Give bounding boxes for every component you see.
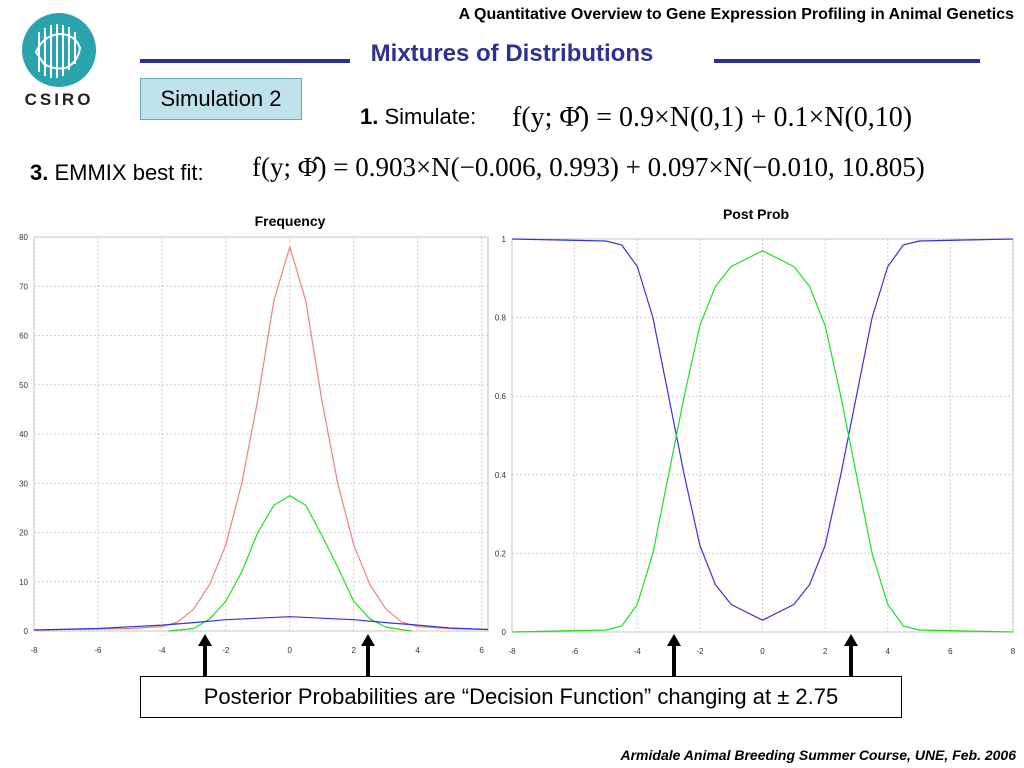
course-title: A Quantitative Overview to Gene Expressi… bbox=[458, 6, 1014, 23]
postprob-x-tick-label: -6 bbox=[571, 647, 579, 656]
posterior-probability-chart: 0 0.2 0.4 0.6 0.8 1 -8 -6 -4 -2 0 2 4 6 8 bbox=[495, 235, 1016, 656]
postprob-chart-title: Post Prob bbox=[722, 206, 790, 222]
frequency-y-tick-label: 10 bbox=[19, 578, 28, 587]
frequency-x-tick-label: -2 bbox=[222, 646, 230, 655]
decision-arrows bbox=[198, 634, 858, 676]
fit-formula: f(y; Φ̂) = 0.903×N(−0.006, 0.993) + 0.09… bbox=[252, 152, 925, 182]
logo-text: CSIRO bbox=[24, 90, 94, 109]
frequency-x-tick-label: 2 bbox=[351, 646, 356, 655]
title-rule-right bbox=[714, 59, 980, 63]
frequency-series-1-line bbox=[33, 246, 489, 631]
frequency-x-tick-label: 6 bbox=[479, 646, 484, 655]
postprob-x-tick-label: -2 bbox=[696, 647, 704, 656]
frequency-chart-title: Frequency bbox=[254, 213, 326, 229]
frequency-y-tick-label: 30 bbox=[19, 479, 28, 488]
postprob-y-tick-label: 1 bbox=[502, 235, 507, 244]
frequency-x-tick-label: -4 bbox=[158, 646, 166, 655]
frequency-series-3-line bbox=[33, 616, 489, 631]
arrowhead-icon bbox=[361, 634, 375, 646]
frequency-series-2-line bbox=[168, 495, 412, 632]
frequency-x-tick-label: -6 bbox=[94, 646, 102, 655]
footer-text: Armidale Animal Breeding Summer Course, … bbox=[620, 747, 1017, 763]
postprob-y-tick-label: 0 bbox=[502, 628, 507, 637]
step-number: 3. bbox=[30, 160, 49, 185]
step-label: EMMIX best fit: bbox=[54, 160, 204, 185]
step-fit: 3. EMMIX best fit: bbox=[30, 160, 204, 186]
postprob-y-tick-label: 0.4 bbox=[495, 471, 507, 480]
postprob-series-2-line bbox=[511, 250, 1014, 633]
postprob-x-tick-label: 8 bbox=[1011, 647, 1016, 656]
frequency-y-tick-label: 0 bbox=[24, 627, 29, 636]
title-rule-left bbox=[140, 59, 350, 63]
arrowhead-icon bbox=[844, 634, 858, 646]
arrowhead-icon bbox=[198, 634, 212, 646]
frequency-y-tick-label: 70 bbox=[19, 282, 28, 291]
postprob-x-tick-label: 0 bbox=[760, 647, 765, 656]
postprob-y-tick-label: 0.2 bbox=[495, 549, 507, 558]
postprob-y-tick-label: 0.8 bbox=[495, 314, 507, 323]
frequency-chart: 0 10 20 30 40 50 60 70 80 -8 -6 -4 -2 0 2 4 6 bbox=[19, 233, 489, 655]
simulate-formula: f(y; Φ̂) = 0.9×N(0,1) + 0.1×N(0,10) bbox=[512, 102, 913, 133]
step-number: 1. bbox=[360, 104, 379, 129]
postprob-series-1-line bbox=[511, 238, 1014, 621]
step-simulate: 1. Simulate: bbox=[360, 104, 476, 130]
postprob-y-tick-label: 0.6 bbox=[495, 392, 507, 401]
frequency-y-tick-label: 40 bbox=[19, 430, 28, 439]
simulation-label: Simulation 2 bbox=[140, 78, 302, 120]
decision-function-callout: Posterior Probabilities are “Decision Fu… bbox=[140, 676, 902, 718]
arrowhead-icon bbox=[667, 634, 681, 646]
csiro-logo: CSIRO bbox=[14, 12, 104, 112]
postprob-x-tick-label: -8 bbox=[508, 647, 516, 656]
postprob-x-tick-label: -4 bbox=[634, 647, 642, 656]
postprob-x-tick-label: 2 bbox=[823, 647, 828, 656]
slide-title: Mixtures of Distributions bbox=[370, 40, 654, 67]
csiro-emblem-icon bbox=[22, 13, 96, 87]
frequency-x-tick-label: 0 bbox=[288, 646, 293, 655]
frequency-y-tick-label: 20 bbox=[19, 529, 28, 538]
frequency-x-tick-label: -8 bbox=[30, 646, 38, 655]
postprob-x-tick-label: 6 bbox=[948, 647, 953, 656]
frequency-plot-area bbox=[33, 236, 489, 632]
postprob-x-tick-label: 4 bbox=[886, 647, 891, 656]
frequency-x-tick-label: 4 bbox=[415, 646, 420, 655]
frequency-y-tick-label: 60 bbox=[19, 332, 28, 341]
step-label: Simulate: bbox=[384, 104, 477, 129]
frequency-y-tick-label: 80 bbox=[19, 233, 28, 242]
frequency-y-tick-label: 50 bbox=[19, 381, 28, 390]
